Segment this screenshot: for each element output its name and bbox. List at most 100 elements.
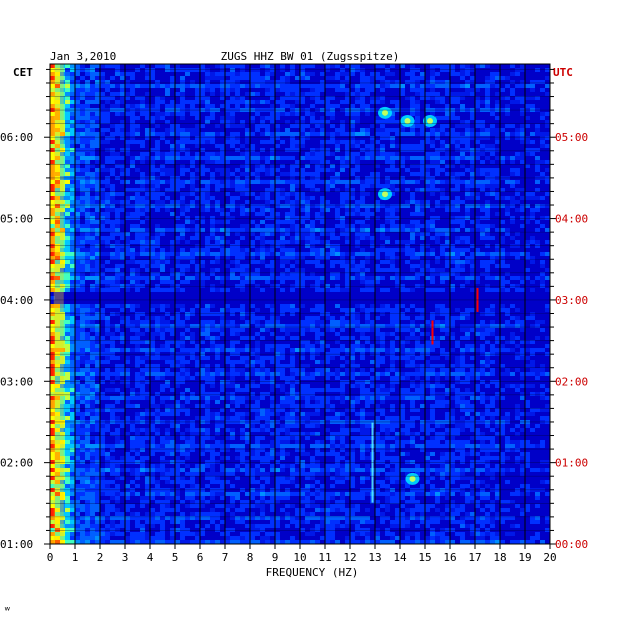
heatmap-cell	[125, 528, 130, 532]
heatmap-cell	[375, 252, 380, 256]
heatmap-cell	[325, 360, 330, 364]
heatmap-cell	[75, 484, 80, 488]
heatmap-cell	[320, 308, 325, 312]
heatmap-cell	[285, 504, 290, 508]
heatmap-cell	[420, 356, 425, 360]
heatmap-cell	[255, 464, 260, 468]
heatmap-cell	[120, 272, 125, 276]
heatmap-cell	[165, 504, 170, 508]
heatmap-cell	[485, 408, 490, 412]
heatmap-cell	[510, 244, 515, 248]
heatmap-cell	[245, 344, 250, 348]
heatmap-cell	[95, 252, 100, 256]
heatmap-cell	[545, 216, 550, 220]
heatmap-cell	[245, 492, 250, 496]
heatmap-cell	[180, 272, 185, 276]
heatmap-cell	[165, 380, 170, 384]
heatmap-cell	[360, 452, 365, 456]
heatmap-cell	[85, 424, 90, 428]
heatmap-cell	[100, 372, 105, 376]
heatmap-cell	[315, 288, 320, 292]
heatmap-cell	[110, 344, 115, 348]
heatmap-cell	[100, 468, 105, 472]
heatmap-cell	[180, 248, 185, 252]
heatmap-cell	[55, 484, 60, 488]
heatmap-cell	[155, 272, 160, 276]
heatmap-cell	[125, 232, 130, 236]
heatmap-cell	[100, 392, 105, 396]
heatmap-cell	[410, 232, 415, 236]
heatmap-cell	[275, 216, 280, 220]
heatmap-cell	[175, 252, 180, 256]
heatmap-cell	[300, 344, 305, 348]
heatmap-cell	[50, 276, 55, 280]
heatmap-cell	[95, 264, 100, 268]
heatmap-cell	[210, 376, 215, 380]
heatmap-cell	[280, 440, 285, 444]
heatmap-cell	[290, 432, 295, 436]
heatmap-cell	[475, 452, 480, 456]
heatmap-cell	[250, 364, 255, 368]
heatmap-cell	[230, 468, 235, 472]
heatmap-cell	[475, 516, 480, 520]
heatmap-cell	[85, 472, 90, 476]
heatmap-cell	[525, 384, 530, 388]
heatmap-cell	[360, 532, 365, 536]
heatmap-cell	[280, 228, 285, 232]
heatmap-cell	[215, 416, 220, 420]
heatmap-cell	[125, 276, 130, 280]
heatmap-cell	[260, 328, 265, 332]
heatmap-cell	[60, 280, 65, 284]
heatmap-cell	[60, 356, 65, 360]
heatmap-cell	[255, 356, 260, 360]
heatmap-cell	[425, 524, 430, 528]
heatmap-cell	[70, 536, 75, 540]
heatmap-cell	[300, 388, 305, 392]
heatmap-cell	[75, 360, 80, 364]
heatmap-cell	[320, 492, 325, 496]
heatmap-cell	[330, 404, 335, 408]
heatmap-cell	[145, 496, 150, 500]
heatmap-cell	[325, 492, 330, 496]
heatmap-cell	[230, 540, 235, 544]
heatmap-cell	[345, 432, 350, 436]
heatmap-cell	[375, 280, 380, 284]
heatmap-cell	[415, 536, 420, 540]
heatmap-cell	[65, 408, 70, 412]
heatmap-cell	[495, 496, 500, 500]
heatmap-cell	[200, 392, 205, 396]
heatmap-cell	[85, 400, 90, 404]
heatmap-cell	[545, 228, 550, 232]
heatmap-cell	[230, 308, 235, 312]
heatmap-cell	[240, 348, 245, 352]
heatmap-cell	[220, 384, 225, 388]
heatmap-cell	[180, 540, 185, 544]
heatmap-cell	[170, 448, 175, 452]
heatmap-cell	[540, 276, 545, 280]
heatmap-cell	[465, 392, 470, 396]
heatmap-cell	[465, 404, 470, 408]
heatmap-cell	[325, 344, 330, 348]
heatmap-cell	[75, 324, 80, 328]
heatmap-cell	[175, 380, 180, 384]
heatmap-cell	[175, 324, 180, 328]
heatmap-cell	[350, 396, 355, 400]
heatmap-cell	[230, 536, 235, 540]
heatmap-cell	[130, 224, 135, 228]
heatmap-cell	[290, 212, 295, 216]
heatmap-cell	[140, 532, 145, 536]
heatmap-cell	[250, 428, 255, 432]
heatmap-cell	[355, 304, 360, 308]
heatmap-cell	[240, 412, 245, 416]
heatmap-cell	[270, 332, 275, 336]
heatmap-cell	[120, 456, 125, 460]
heatmap-cell	[255, 540, 260, 544]
heatmap-cell	[450, 440, 455, 444]
heatmap-cell	[300, 328, 305, 332]
heatmap-cell	[395, 468, 400, 472]
heatmap-cell	[460, 532, 465, 536]
heatmap-cell	[330, 288, 335, 292]
heatmap-cell	[435, 228, 440, 232]
heatmap-cell	[315, 516, 320, 520]
